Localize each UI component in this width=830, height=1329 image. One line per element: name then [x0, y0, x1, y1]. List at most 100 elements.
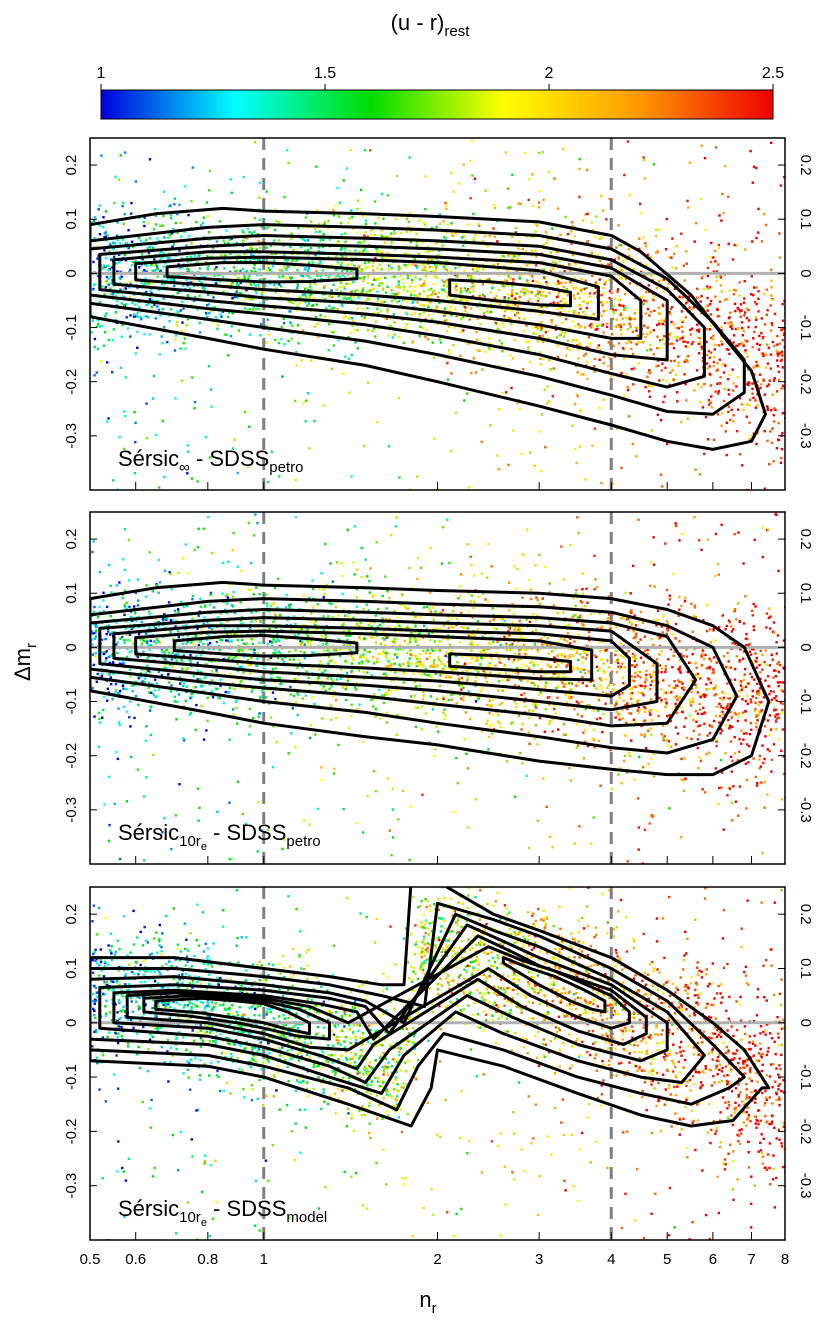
scatter-point	[683, 725, 686, 728]
contour	[112, 250, 643, 340]
scatter-point	[511, 288, 514, 292]
scatter-point	[582, 731, 585, 734]
scatter-point	[588, 292, 592, 295]
scatter-point	[619, 766, 622, 770]
scatter-point	[675, 684, 678, 687]
scatter-point	[579, 289, 583, 292]
scatter-point	[596, 346, 599, 350]
scatter-point	[330, 659, 334, 662]
scatter-point	[671, 369, 674, 372]
scatter-point	[187, 295, 190, 298]
scatter-point	[549, 269, 553, 273]
scatter-point	[375, 541, 378, 544]
scatter-point	[103, 249, 106, 252]
scatter-point	[587, 635, 591, 638]
scatter-point	[102, 610, 105, 613]
scatter-point	[584, 313, 587, 317]
scatter-point	[507, 187, 510, 190]
scatter-point	[227, 242, 230, 245]
scatter-point	[745, 732, 748, 735]
scatter-point	[578, 445, 581, 448]
scatter-point	[557, 728, 560, 731]
scatter-point	[254, 270, 257, 273]
scatter-point	[511, 602, 514, 606]
scatter-point	[396, 714, 399, 717]
scatter-point	[565, 317, 568, 321]
scatter-point	[418, 334, 421, 338]
scatter-point	[775, 699, 778, 702]
scatter-point	[511, 621, 515, 624]
scatter-point	[163, 475, 166, 479]
scatter-point	[545, 242, 548, 245]
scatter-point	[306, 239, 310, 242]
scatter-point	[350, 299, 353, 302]
scatter-point	[403, 298, 406, 302]
scatter-point	[207, 303, 210, 306]
scatter-point	[197, 819, 200, 822]
scatter-point	[345, 698, 348, 702]
scatter-point	[446, 278, 450, 281]
scatter-point	[483, 311, 486, 314]
scatter-point	[643, 324, 646, 327]
scatter-point	[672, 572, 675, 576]
scatter-point	[534, 294, 538, 297]
scatter-point	[174, 625, 177, 628]
panel-label: Sérsic∞ - SDSSpetro	[118, 446, 304, 476]
scatter-point	[650, 429, 654, 432]
scatter-point	[771, 393, 774, 396]
scatter-point	[596, 669, 599, 672]
scatter-point	[323, 220, 327, 224]
scatter-point	[478, 695, 481, 699]
scatter-point	[619, 277, 622, 281]
scatter-point	[241, 638, 244, 642]
scatter-point	[145, 595, 148, 598]
scatter-point	[177, 311, 180, 314]
scatter-point	[238, 254, 241, 258]
scatter-point	[767, 346, 770, 349]
scatter-point	[128, 286, 131, 289]
scatter-point	[450, 698, 453, 701]
scatter-point	[235, 290, 238, 294]
scatter-point	[708, 372, 711, 376]
scatter-point	[181, 659, 184, 663]
scatter-point	[565, 665, 568, 668]
scatter-point	[365, 290, 369, 293]
scatter-point	[670, 320, 673, 324]
scatter-point	[765, 626, 768, 629]
scatter-point	[257, 715, 260, 718]
scatter-point	[536, 743, 539, 746]
scatter-point	[478, 308, 481, 311]
scatter-point	[374, 335, 377, 338]
scatter-point	[180, 235, 183, 238]
scatter-point	[669, 307, 673, 311]
scatter-point	[695, 666, 698, 669]
scatter-point	[243, 307, 247, 310]
scatter-point	[779, 352, 783, 355]
scatter-point	[739, 303, 743, 306]
scatter-point	[627, 415, 631, 418]
scatter-point	[748, 319, 751, 322]
scatter-point	[396, 174, 399, 178]
scatter-point	[738, 715, 741, 718]
scatter-point	[448, 643, 452, 646]
scatter-point	[535, 255, 538, 258]
scatter-point	[459, 291, 462, 295]
scatter-point	[109, 614, 112, 618]
scatter-point	[467, 342, 470, 345]
scatter-point	[470, 372, 473, 375]
scatter-point	[198, 806, 201, 809]
scatter-point	[344, 240, 347, 243]
scatter-point	[749, 435, 753, 438]
scatter-point	[538, 306, 541, 309]
scatter-point	[414, 276, 417, 279]
scatter-point	[361, 270, 364, 273]
scatter-point	[409, 649, 412, 652]
scatter-point	[362, 277, 366, 280]
scatter-point	[381, 257, 384, 260]
scatter-point	[243, 253, 246, 256]
scatter-point	[443, 290, 447, 293]
contour	[165, 261, 359, 284]
scatter-point	[754, 399, 757, 402]
scatter-point	[733, 302, 737, 305]
scatter-point	[617, 665, 620, 668]
